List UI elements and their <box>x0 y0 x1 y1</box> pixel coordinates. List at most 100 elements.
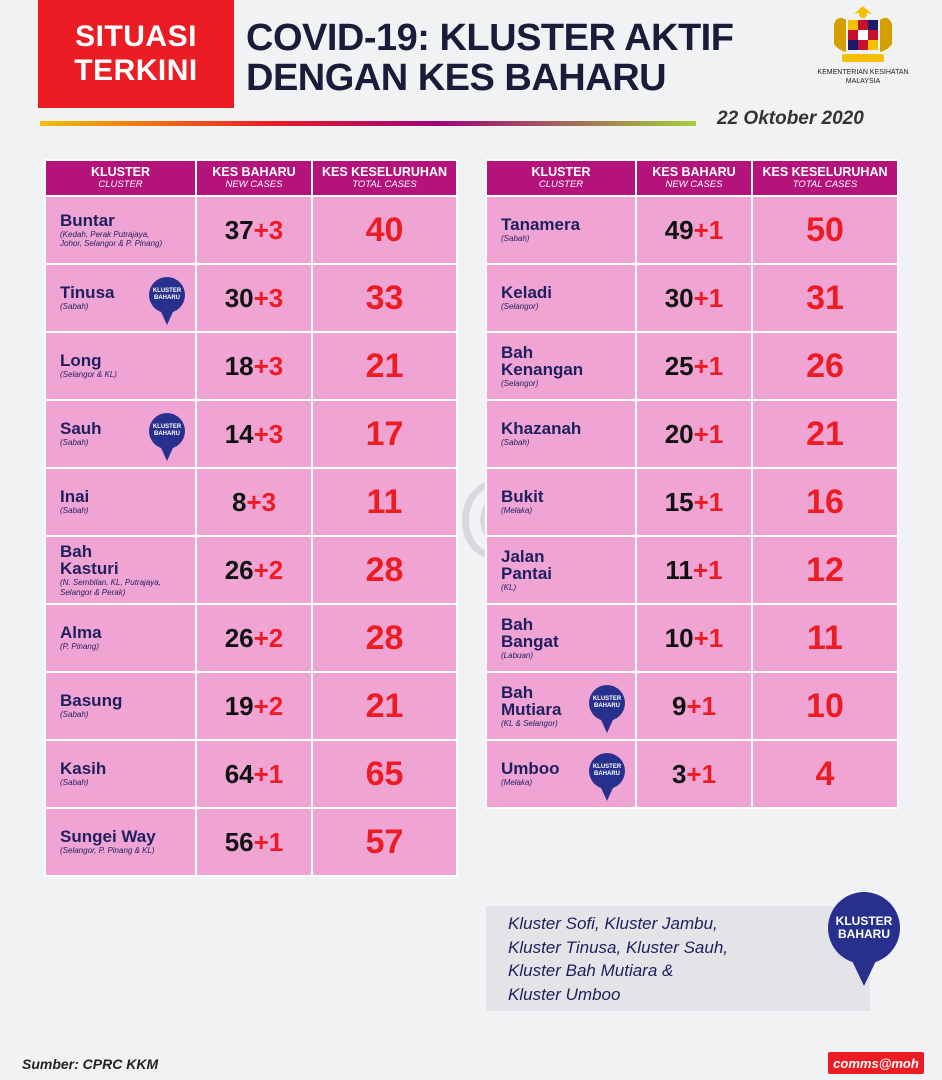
total-cases-cell: 21 <box>311 671 458 741</box>
table-row: Long (Selangor & KL) 18+3 21 <box>44 331 458 401</box>
cluster-name: Bah Kasturi <box>60 542 119 578</box>
new-cases-cell: 3+1 <box>635 739 753 809</box>
total-cases-cell: 26 <box>751 331 899 401</box>
new-cases-cell: 19+2 <box>195 671 313 741</box>
table-row: Buntar (Kedah, Perak Putrajaya, Johor, Sel… <box>44 195 458 265</box>
cluster-cell: Bukit (Melaka) <box>485 467 637 537</box>
base-cases: 11 <box>665 554 693 585</box>
cluster-name: Basung <box>60 691 123 711</box>
added-cases: +3 <box>246 486 277 517</box>
cluster-location: (Sabah) <box>60 438 89 448</box>
total-cases-cell: 40 <box>311 195 458 265</box>
cluster-name: Long <box>60 351 102 371</box>
total-cases-cell: 28 <box>311 603 458 673</box>
cluster-location: (Sabah) <box>501 438 530 448</box>
total-cases-cell: 50 <box>751 195 899 265</box>
cluster-location: (Selangor & KL) <box>60 370 117 380</box>
base-cases: 30 <box>664 282 694 313</box>
cluster-location: (P. Pinang) <box>60 642 99 652</box>
base-cases: 19 <box>224 690 254 721</box>
total-cases-cell: 17 <box>311 399 458 469</box>
cluster-cell: Sauh (Sabah) KLUSTER BAHARU <box>44 399 197 469</box>
tag-line-1: SITUASI <box>75 20 197 53</box>
base-cases: 3 <box>671 758 687 789</box>
new-cases-cell: 11+1 <box>635 535 753 605</box>
total-cases-cell: 21 <box>311 331 458 401</box>
added-cases: +1 <box>693 486 724 517</box>
clusters-table-left: KLUSTER CLUSTER KES BAHARU NEW CASES KES K… <box>44 159 458 877</box>
cluster-name: Bah Bangat <box>501 614 559 651</box>
table-row: Inai (Sabah) 8+3 11 <box>44 467 458 537</box>
cluster-location: (Kedah, Perak Putrajaya, Johor, Selangor … <box>60 229 163 249</box>
cluster-cell: Bah Mutiara (KL & Selangor) KLUSTER BAHARU <box>485 671 637 741</box>
cluster-location: (KL & Selangor) <box>501 718 558 728</box>
malaysia-coat-of-arms-icon <box>834 6 892 62</box>
new-cases-cell: 49+1 <box>635 195 753 265</box>
cluster-name: Keladi <box>501 283 553 303</box>
cluster-location: (Sabah) <box>60 506 89 516</box>
base-cases: 9 <box>671 690 687 721</box>
column-header-new-cases: KES BAHARU NEW CASES <box>195 159 313 197</box>
cluster-location: (Selangor, P. Pinang & KL) <box>60 846 155 856</box>
base-cases: 37 <box>224 214 254 245</box>
cluster-name: Buntar <box>60 210 115 230</box>
base-cases: 15 <box>664 486 694 517</box>
cluster-name: Khazanah <box>501 419 582 439</box>
table-row: Basung (Sabah) 19+2 21 <box>44 671 458 741</box>
kluster-baharu-pin-icon: KLUSTER BAHARU <box>149 413 185 461</box>
cluster-location: (Sabah) <box>60 778 89 788</box>
cluster-cell: Alma (P. Pinang) <box>44 603 197 673</box>
cluster-location: (Melaka) <box>501 506 533 516</box>
cluster-cell: Basung (Sabah) <box>44 671 197 741</box>
base-cases: 64 <box>224 758 254 789</box>
comms-moh-badge: comms@moh <box>828 1052 924 1074</box>
base-cases: 49 <box>664 214 694 245</box>
added-cases: +1 <box>693 214 724 245</box>
table-row: Keladi (Selangor) 30+1 31 <box>485 263 899 333</box>
total-cases-cell: 31 <box>751 263 899 333</box>
cluster-cell: Bah Bangat (Labuan) <box>485 603 637 673</box>
added-cases: +1 <box>686 758 717 789</box>
cluster-name: Bukit <box>501 487 544 507</box>
table-row: Tinusa (Sabah) KLUSTER BAHARU 30+3 33 <box>44 263 458 333</box>
cluster-cell: Kasih (Sabah) <box>44 739 197 809</box>
added-cases: +1 <box>253 758 284 789</box>
total-cases-cell: 12 <box>751 535 899 605</box>
column-header-cluster: KLUSTER CLUSTER <box>44 159 197 197</box>
title-line-1: COVID-19: KLUSTER AKTIF <box>246 17 734 59</box>
cluster-name: Bah Mutiara <box>501 682 562 719</box>
page-title: COVID-19: KLUSTER AKTIF DENGAN KES BAHAR… <box>246 18 826 98</box>
source-credit: Sumber: CPRC KKM <box>22 1056 159 1072</box>
new-cases-cell: 26+2 <box>195 603 313 673</box>
added-cases: +3 <box>253 350 284 381</box>
table-row: Bah Mutiara (KL & Selangor) KLUSTER BAHARU 9+… <box>485 671 899 741</box>
added-cases: +3 <box>253 214 284 245</box>
table-row: Sungei Way (Selangor, P. Pinang & KL) 56+1… <box>44 807 458 877</box>
added-cases: +3 <box>253 418 284 449</box>
total-cases-cell: 21 <box>751 399 899 469</box>
table-row: Khazanah (Sabah) 20+1 21 <box>485 399 899 469</box>
new-cases-cell: 37+3 <box>195 195 313 265</box>
cluster-name: Bah Kenangan <box>501 342 584 379</box>
clusters-table-right: KLUSTER CLUSTER KES BAHARU NEW CASES KES K… <box>485 159 899 809</box>
added-cases: +2 <box>253 554 284 585</box>
table-row: Umboo (Melaka) KLUSTER BAHARU 3+1 4 <box>485 739 899 809</box>
added-cases: +1 <box>693 282 724 313</box>
cluster-name: Jalan Pantai <box>501 546 553 583</box>
cluster-location: (Melaka) <box>501 778 533 788</box>
cluster-name: Alma <box>60 623 102 643</box>
new-cases-cell: 26+2 <box>195 535 313 605</box>
table-row: Alma (P. Pinang) 26+2 28 <box>44 603 458 673</box>
situasi-terkini-tag: SITUASI TERKINI <box>38 0 234 108</box>
column-header-new-cases: KES BAHARU NEW CASES <box>635 159 753 197</box>
base-cases: 8 <box>231 486 247 517</box>
kluster-baharu-pin-icon: KLUSTER BAHARU <box>589 685 625 733</box>
kluster-baharu-pin-icon: KLUSTER BAHARU <box>589 753 625 801</box>
new-cases-cell: 25+1 <box>635 331 753 401</box>
cluster-location: (N. Sembilan, KL, Putrajaya, Selangor & P… <box>60 578 161 597</box>
table-header: KLUSTER CLUSTER KES BAHARU NEW CASES KES K… <box>485 159 899 197</box>
cluster-location: (Sabah) <box>60 710 89 720</box>
cluster-location: (Sabah) <box>60 302 89 312</box>
total-cases-cell: 33 <box>311 263 458 333</box>
table-row: Bah Kasturi (N. Sembilan, KL, Putrajaya, Se… <box>44 535 458 605</box>
